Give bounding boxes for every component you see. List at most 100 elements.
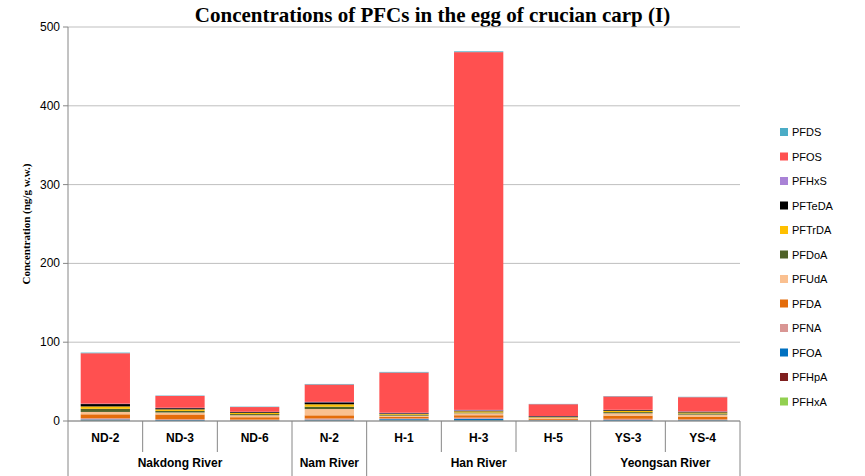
bar-segment bbox=[454, 415, 503, 417]
bar-segment bbox=[379, 414, 428, 416]
x-tick-label: ND-6 bbox=[241, 431, 269, 445]
bar-segment bbox=[603, 396, 652, 409]
bar-segment bbox=[454, 413, 503, 415]
bar-segment bbox=[529, 416, 578, 418]
bar-segment bbox=[379, 414, 428, 416]
category-separator bbox=[665, 421, 666, 452]
bar-segment bbox=[230, 407, 279, 412]
y-tick bbox=[63, 27, 68, 28]
bar-segment bbox=[454, 51, 503, 53]
x-tick-label: H-5 bbox=[544, 431, 564, 445]
bar-segment bbox=[155, 408, 204, 409]
bar-segment bbox=[529, 417, 578, 418]
category-separator bbox=[740, 421, 741, 476]
bar-segment bbox=[603, 412, 652, 413]
bar-segment bbox=[305, 402, 354, 404]
y-axis bbox=[68, 27, 69, 421]
legend-swatch bbox=[780, 398, 788, 406]
bar-segment bbox=[305, 385, 354, 402]
y-tick-label: 100 bbox=[40, 335, 60, 349]
y-tick-label: 500 bbox=[40, 20, 60, 34]
title: Concentrations of PFCs in the egg of cru… bbox=[195, 3, 670, 27]
y-tick bbox=[63, 342, 68, 343]
legend-label: PFHxA bbox=[792, 396, 828, 408]
legend-swatch bbox=[780, 251, 788, 259]
grid-line bbox=[68, 263, 740, 264]
bar-segment bbox=[603, 419, 652, 420]
bar-segment bbox=[529, 403, 578, 404]
bar-segment bbox=[305, 415, 354, 418]
x-tick-label: N-2 bbox=[320, 431, 340, 445]
legend-label: PFDoA bbox=[792, 249, 828, 261]
x-tick-label: YS-3 bbox=[615, 431, 642, 445]
legend-swatch bbox=[780, 226, 788, 234]
x-tick-label: H-3 bbox=[469, 431, 489, 445]
bar-segment bbox=[305, 383, 354, 385]
grid-line bbox=[68, 184, 740, 185]
bar-segment bbox=[305, 407, 354, 409]
bar-segment bbox=[379, 371, 428, 373]
grid-line bbox=[68, 421, 740, 422]
bar-segment bbox=[81, 404, 130, 406]
bar-segment bbox=[678, 396, 727, 397]
legend-label: PFDA bbox=[792, 298, 822, 310]
bar-segment bbox=[305, 404, 354, 406]
bar-segment bbox=[454, 52, 503, 410]
bar-segment bbox=[379, 416, 428, 417]
bar-segment bbox=[81, 418, 130, 419]
bar-segment bbox=[81, 412, 130, 414]
y-tick-label: 200 bbox=[40, 256, 60, 270]
bar-segment bbox=[678, 415, 727, 417]
bar-segment bbox=[603, 410, 652, 412]
legend-label: PFUdA bbox=[792, 273, 828, 285]
bar-segment bbox=[305, 418, 354, 419]
bar-segment bbox=[230, 417, 279, 419]
bar-segment bbox=[155, 396, 204, 408]
bar-segment bbox=[379, 413, 428, 415]
bar-segment bbox=[379, 373, 428, 413]
bar-segment bbox=[454, 410, 503, 412]
legend-swatch bbox=[780, 373, 788, 381]
category-separator bbox=[217, 421, 218, 452]
bar-segment bbox=[454, 418, 503, 419]
category-separator bbox=[516, 421, 517, 452]
bar-segment bbox=[81, 406, 130, 408]
y-tick-label: 400 bbox=[40, 99, 60, 113]
legend-swatch bbox=[780, 300, 788, 308]
category-separator bbox=[441, 421, 442, 452]
bar-segment bbox=[529, 417, 578, 419]
category-separator bbox=[68, 421, 69, 476]
grid-line bbox=[68, 27, 740, 28]
bar-segment bbox=[603, 416, 652, 419]
bar-segment bbox=[678, 397, 727, 411]
y-tick-label: 0 bbox=[53, 414, 60, 428]
legend-label: PFHpA bbox=[792, 371, 828, 383]
bar-segment bbox=[454, 412, 503, 414]
y-axis-label: Concentration (ng/g w.w.) bbox=[20, 163, 33, 284]
bar-segment bbox=[81, 352, 130, 354]
bar-segment bbox=[155, 411, 204, 413]
bar-segment bbox=[529, 419, 578, 420]
legend-label: PFOS bbox=[792, 151, 822, 163]
x-tick-label: ND-3 bbox=[166, 431, 194, 445]
bar-segment bbox=[305, 409, 354, 415]
category-separator bbox=[142, 421, 143, 452]
group-label: Nakdong River bbox=[138, 456, 223, 470]
bar-segment bbox=[454, 411, 503, 412]
legend-label: PFTrDA bbox=[792, 224, 832, 236]
bar-segment bbox=[81, 409, 130, 412]
bar-segment bbox=[230, 415, 279, 417]
group-label: Nam River bbox=[300, 456, 360, 470]
bar-segment bbox=[603, 411, 652, 412]
legend-swatch bbox=[780, 202, 788, 210]
category-separator bbox=[292, 421, 293, 476]
x-axis bbox=[68, 421, 740, 422]
bar-segment bbox=[603, 413, 652, 415]
legend-label: PFDS bbox=[792, 126, 821, 138]
y-tick bbox=[63, 263, 68, 264]
legend-swatch bbox=[780, 153, 788, 161]
bar-segment bbox=[230, 412, 279, 414]
bar-segment bbox=[454, 419, 503, 421]
bar-segment bbox=[379, 417, 428, 419]
legend-swatch bbox=[780, 324, 788, 332]
